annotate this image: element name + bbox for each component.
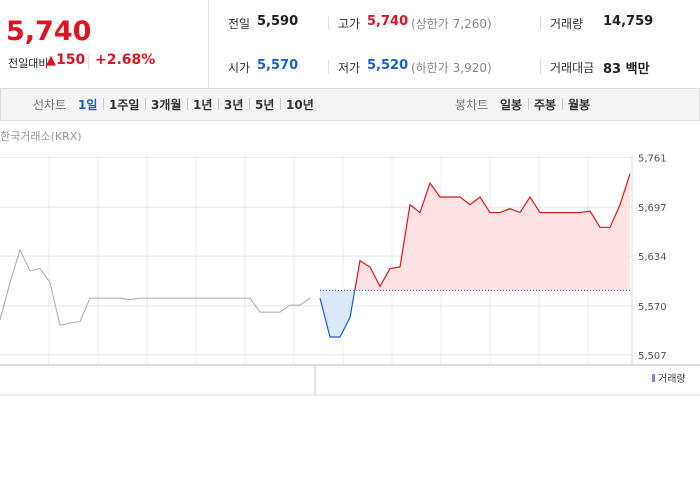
divider <box>88 55 89 69</box>
divider <box>540 16 541 30</box>
stat-label: 시가 <box>228 61 251 75</box>
stat-value: 5,590 <box>257 14 299 29</box>
stat-value: 5,570 <box>257 58 299 73</box>
chart: 한국거래소(KRX) 5,761 5,697 5,634 5,570 5,507 거래량 <box>0 130 700 396</box>
source: 한국거래소(KRX) <box>0 130 82 143</box>
tab[interactable]: 3년 <box>224 98 244 112</box>
stat-value: 5,740 <box>367 14 409 29</box>
stat-label: 전일 <box>228 17 251 31</box>
divider <box>218 98 219 110</box>
stat-label: 거래량 <box>550 17 584 31</box>
divider <box>280 98 281 110</box>
tab[interactable]: 10년 <box>286 98 314 112</box>
change-label: 전일대비 <box>8 57 49 70</box>
divider <box>145 98 146 110</box>
divider <box>249 98 250 110</box>
divider <box>562 98 563 110</box>
tab[interactable]: 5년 <box>255 98 275 112</box>
stat-note: (상한가 7,260) <box>411 17 492 31</box>
y-tick-label: 5,761 <box>638 153 667 164</box>
volume-legend: 거래량 <box>658 373 686 385</box>
divider <box>540 60 541 74</box>
tab[interactable]: 3개월 <box>151 98 182 112</box>
price-line <box>354 173 631 291</box>
change: ▲150 <box>46 52 86 68</box>
area-fill <box>320 173 630 291</box>
tab-bar <box>0 88 700 121</box>
divider <box>328 16 329 30</box>
divider <box>103 98 104 110</box>
stat-value: 5,520 <box>367 58 409 73</box>
divider <box>208 0 209 88</box>
stat-label: 저가 <box>338 61 361 75</box>
stat-note: (하한가 3,920) <box>411 61 492 75</box>
y-tick-label: 5,507 <box>638 351 667 362</box>
tab[interactable]: 월봉 <box>568 98 591 112</box>
stat-value: 14,759 <box>603 14 654 29</box>
divider <box>187 98 188 110</box>
divider <box>528 98 529 110</box>
tab[interactable]: 1일 <box>78 98 98 112</box>
y-tick-label: 5,570 <box>638 302 667 313</box>
area-fill <box>320 290 355 337</box>
tab[interactable]: 1년 <box>193 98 213 112</box>
price: 5,740 <box>6 16 92 47</box>
stat-value: 83 백만 <box>603 62 650 77</box>
stat-label: 거래대금 <box>550 61 595 75</box>
stat-label: 고가 <box>338 17 361 31</box>
tab[interactable]: 주봉 <box>534 98 557 112</box>
y-tick-label: 5,697 <box>638 203 667 214</box>
price-line <box>0 248 311 326</box>
legend-swatch <box>652 374 655 382</box>
y-tick-label: 5,634 <box>638 252 667 263</box>
divider <box>328 60 329 74</box>
change-pct: +2.68% <box>95 52 156 68</box>
tab-group-label: 선차트 <box>33 98 67 112</box>
tab[interactable]: 1주일 <box>109 98 140 112</box>
tab[interactable]: 일봉 <box>500 98 523 112</box>
change-value: 150 <box>56 52 86 68</box>
tab-group-label: 봉차트 <box>455 98 489 112</box>
